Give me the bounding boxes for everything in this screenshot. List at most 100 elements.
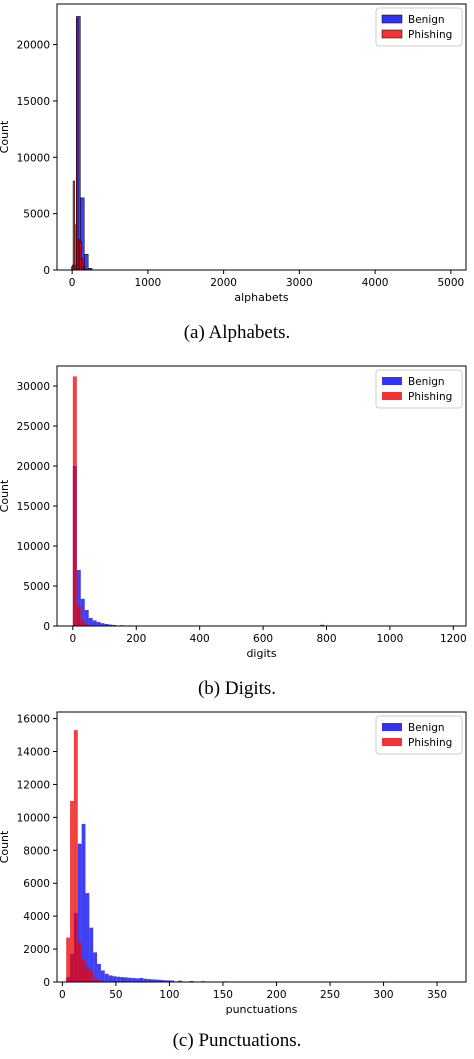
bar bbox=[108, 624, 113, 626]
bar bbox=[143, 978, 148, 982]
bar bbox=[85, 893, 90, 982]
bar bbox=[92, 620, 97, 626]
bar bbox=[76, 570, 81, 626]
x-tick-label: 1000 bbox=[377, 633, 404, 645]
x-tick-label: 1000 bbox=[135, 277, 162, 289]
y-axis-label: Count bbox=[0, 120, 11, 153]
chart-caption: (a) Alphabets. bbox=[183, 322, 291, 343]
x-tick-label: 0 bbox=[59, 989, 66, 1001]
legend-label: Phishing bbox=[408, 737, 452, 749]
x-tick-label: 0 bbox=[70, 633, 77, 645]
y-tick-label: 6000 bbox=[23, 878, 50, 890]
y-tick-label: 30000 bbox=[17, 381, 50, 393]
bar bbox=[76, 606, 81, 626]
x-tick-label: 3000 bbox=[286, 277, 313, 289]
y-tick-label: 10000 bbox=[17, 812, 50, 824]
legend: Benign Phishing bbox=[375, 7, 463, 47]
legend-swatch bbox=[381, 14, 403, 24]
bar bbox=[177, 980, 182, 982]
y-tick-label: 0 bbox=[43, 265, 50, 277]
bar bbox=[139, 977, 144, 982]
x-tick-label: 0 bbox=[69, 277, 76, 289]
bar bbox=[127, 977, 132, 982]
bar bbox=[112, 976, 117, 982]
y-tick-label: 8000 bbox=[23, 845, 50, 857]
bar bbox=[96, 622, 101, 626]
x-axis-label: alphabets bbox=[234, 291, 289, 304]
chart-panel-punctuations: 0 50 100 150 200 250 300 350 0 2000 4000 6000 8000 10… bbox=[0, 706, 474, 1058]
bar bbox=[77, 843, 82, 982]
bar bbox=[66, 937, 71, 982]
y-tick-label: 14000 bbox=[17, 747, 50, 759]
y-tick-label: 20000 bbox=[17, 461, 50, 473]
plot-frame bbox=[56, 365, 467, 627]
x-tick-label: 50 bbox=[109, 989, 122, 1001]
bar bbox=[158, 979, 163, 982]
y-tick-label: 10000 bbox=[17, 152, 50, 164]
bar bbox=[112, 624, 117, 626]
legend: Benign Phishing bbox=[375, 369, 463, 409]
x-tick-label: 600 bbox=[253, 633, 273, 645]
chart-alphabets: 0 1000 2000 3000 4000 5000 0 5000 10000 15000 2000… bbox=[0, 3, 467, 304]
chart-punctuations: 0 50 100 150 200 250 300 350 0 2000 4000 6000 8000 10… bbox=[0, 711, 467, 1016]
legend-swatch bbox=[382, 392, 402, 400]
bar bbox=[76, 18, 79, 271]
bar bbox=[80, 598, 85, 626]
chart-caption: (b) Digits. bbox=[197, 678, 277, 699]
y-tick-label: 2000 bbox=[23, 944, 50, 956]
x-tick-label: 350 bbox=[427, 989, 447, 1001]
legend-label: Benign bbox=[408, 722, 445, 734]
bar bbox=[81, 958, 86, 982]
bar bbox=[93, 978, 98, 982]
bar bbox=[97, 963, 101, 982]
y-tick-label: 10000 bbox=[17, 541, 50, 553]
y-tick-label: 15000 bbox=[17, 96, 50, 108]
bar bbox=[88, 618, 93, 626]
chart-panel-digits: 0 200 400 600 800 1000 1200 0 5000 10000 15000 2000… bbox=[0, 358, 474, 710]
bar bbox=[131, 978, 136, 982]
plot-frame bbox=[56, 711, 467, 983]
bar bbox=[100, 970, 105, 982]
y-tick-label: 5000 bbox=[23, 581, 50, 593]
y-tick-label: 15000 bbox=[17, 501, 50, 513]
bar bbox=[154, 979, 159, 982]
x-tick-label: 400 bbox=[190, 633, 210, 645]
x-axis-label: punctuations bbox=[226, 1003, 298, 1016]
legend-swatch bbox=[382, 377, 402, 385]
series-phishing bbox=[72, 376, 93, 626]
x-tick-label: 5000 bbox=[437, 277, 464, 289]
bar bbox=[89, 927, 94, 982]
bar bbox=[116, 976, 121, 982]
plot-frame bbox=[56, 3, 467, 271]
bar bbox=[80, 620, 85, 626]
x-axis-label: digits bbox=[246, 647, 276, 660]
bar bbox=[104, 624, 109, 626]
legend-swatch bbox=[382, 723, 402, 731]
x-tick-label: 100 bbox=[159, 989, 179, 1001]
y-tick-label: 5000 bbox=[23, 209, 50, 221]
series-phishing bbox=[66, 730, 105, 982]
bar bbox=[97, 980, 101, 982]
x-tick-label: 200 bbox=[266, 989, 286, 1001]
chart-panel-alphabets: 0 1000 2000 3000 4000 5000 0 5000 10000 15000 2000… bbox=[0, 0, 474, 352]
series-benign bbox=[66, 823, 460, 982]
bar bbox=[93, 952, 98, 982]
legend-swatch bbox=[382, 738, 402, 746]
x-tick-label: 2000 bbox=[210, 277, 237, 289]
y-tick-label: 20000 bbox=[17, 40, 50, 52]
bar bbox=[120, 977, 125, 982]
legend-label: Benign bbox=[408, 14, 445, 26]
x-tick-label: 800 bbox=[316, 633, 336, 645]
legend-label: Benign bbox=[408, 376, 445, 388]
bar bbox=[73, 730, 78, 982]
bar bbox=[124, 977, 128, 982]
bar bbox=[84, 624, 89, 626]
x-tick-label: 250 bbox=[320, 989, 340, 1001]
chart-digits: 0 200 400 600 800 1000 1200 0 5000 10000 15000 2000… bbox=[0, 365, 467, 660]
bar bbox=[81, 823, 86, 982]
y-tick-label: 0 bbox=[43, 977, 50, 989]
bar bbox=[135, 978, 140, 982]
bar bbox=[166, 980, 171, 982]
bar bbox=[85, 967, 90, 982]
x-tick-label: 4000 bbox=[362, 277, 389, 289]
